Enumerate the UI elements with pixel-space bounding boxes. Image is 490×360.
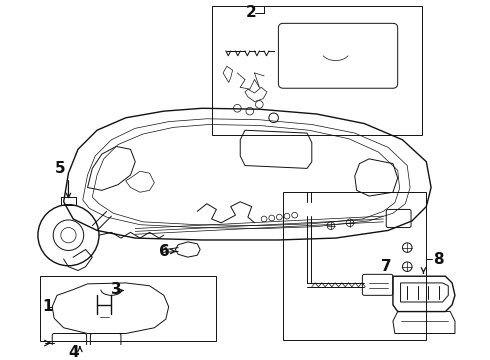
Text: 1: 1 [43, 299, 53, 314]
Text: 8: 8 [433, 252, 443, 266]
Bar [212, 6, 421, 135]
Bar [40, 276, 217, 341]
Text: 3: 3 [111, 282, 122, 297]
Text: 7: 7 [382, 259, 392, 274]
Text: 6: 6 [159, 244, 170, 259]
Text: 2: 2 [246, 5, 257, 21]
Text: 5: 5 [55, 161, 66, 176]
Text: 4: 4 [69, 345, 79, 360]
Bar [283, 192, 426, 340]
